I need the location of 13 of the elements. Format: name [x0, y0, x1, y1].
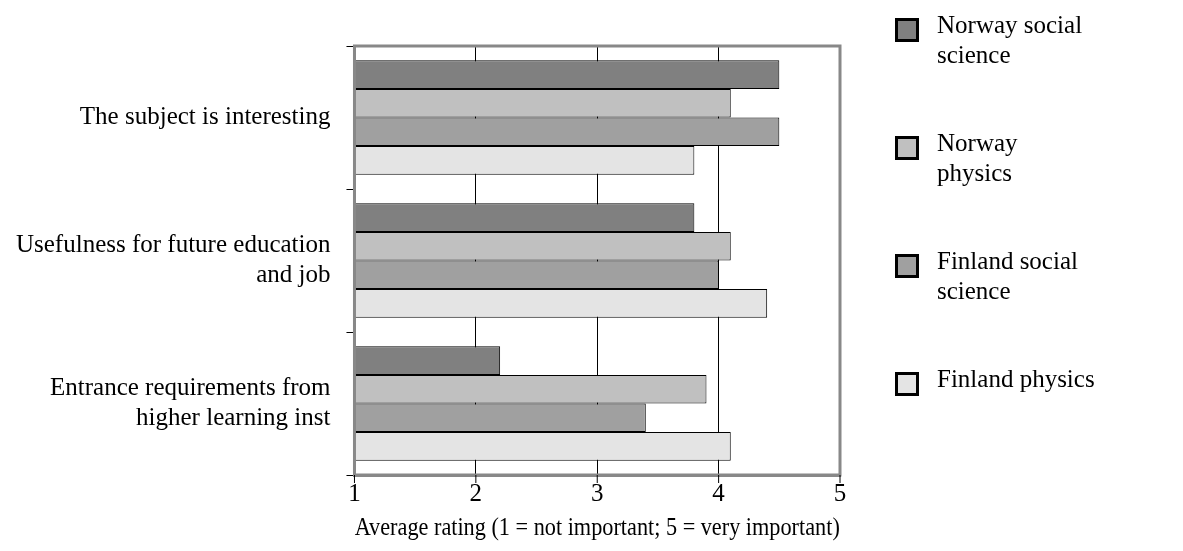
x-tick-label: 1	[348, 478, 361, 506]
y-tick-label: Entrance requirements from higher learning inst	[50, 373, 332, 431]
x-tick-label: 4	[712, 478, 726, 506]
x-tick-label: 5	[833, 478, 847, 506]
legend-label: Finland physics	[937, 364, 1096, 394]
y-tick-label: Usefulness for future education and job	[15, 230, 331, 288]
legend-label: Finland social science	[937, 246, 1079, 306]
x-tick-label: 3	[590, 478, 604, 506]
x-axis-title: Average rating (1 = not important; 5 = very important)	[354, 512, 840, 540]
legend-label: Norway physics	[937, 128, 1019, 188]
x-tick-label: 2	[469, 478, 483, 506]
legend-label: Norway social science	[937, 10, 1084, 70]
y-tick-label: The subject is interesting	[79, 102, 331, 130]
